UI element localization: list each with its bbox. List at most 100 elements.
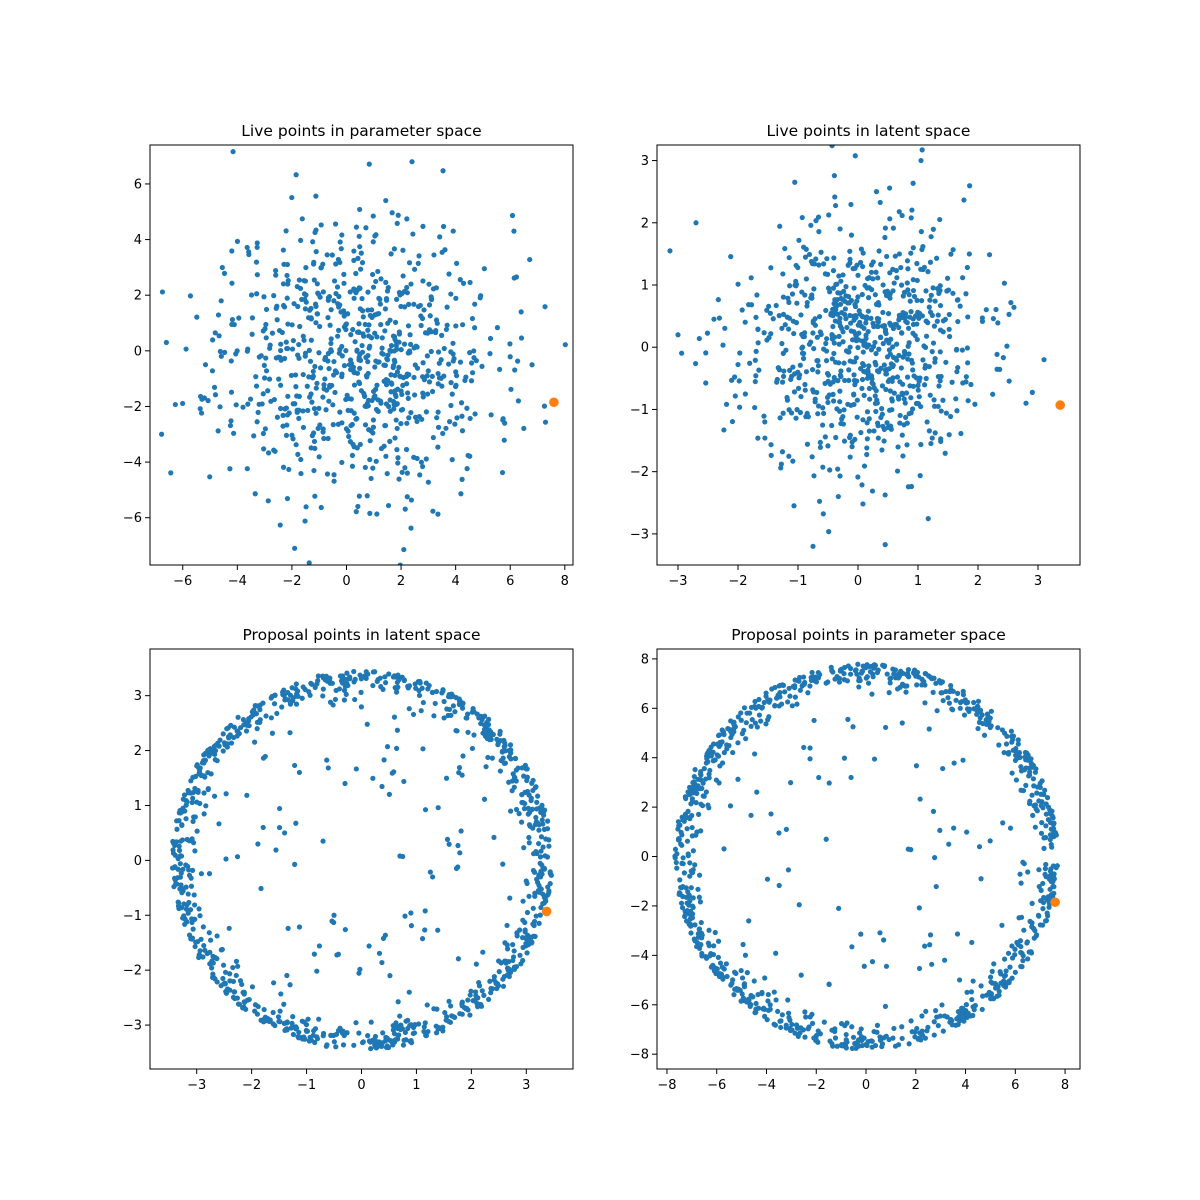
data-point — [933, 1008, 939, 1014]
data-point — [906, 340, 912, 346]
data-point — [209, 368, 216, 374]
data-point — [204, 950, 210, 957]
data-point — [277, 1008, 283, 1014]
data-point — [892, 667, 899, 673]
data-point — [536, 882, 542, 889]
data-point — [294, 393, 300, 399]
x-tick-label: 2 — [974, 574, 982, 589]
data-point — [504, 946, 511, 952]
data-point — [916, 394, 922, 400]
data-point — [783, 1022, 789, 1028]
data-point — [910, 330, 916, 336]
data-point — [446, 841, 452, 847]
data-point — [874, 400, 880, 406]
data-point — [881, 438, 887, 444]
data-point — [332, 389, 338, 396]
highlight-point — [549, 397, 559, 408]
data-point — [404, 216, 410, 222]
data-point — [840, 421, 847, 427]
data-point — [795, 264, 801, 271]
data-point — [541, 900, 547, 906]
data-point — [852, 265, 858, 271]
data-point — [537, 912, 543, 918]
data-point — [901, 396, 907, 402]
data-point — [265, 498, 271, 504]
data-point — [379, 335, 385, 341]
data-point — [923, 375, 929, 382]
data-point — [352, 339, 358, 345]
data-point — [372, 330, 378, 336]
data-point — [451, 355, 457, 362]
data-point — [255, 409, 261, 416]
data-point — [358, 689, 364, 695]
data-point — [767, 310, 774, 316]
data-point — [910, 180, 916, 186]
data-point — [523, 934, 530, 941]
data-point — [995, 725, 1001, 731]
data-point — [542, 304, 548, 310]
data-point — [473, 961, 479, 967]
data-point — [832, 202, 839, 209]
data-point — [225, 725, 231, 731]
data-point — [803, 276, 809, 282]
y-tick-label: −6 — [123, 511, 142, 526]
data-point — [273, 272, 279, 278]
data-point — [416, 253, 422, 259]
data-point — [885, 311, 892, 317]
data-point — [353, 416, 359, 422]
data-point — [334, 284, 341, 290]
data-point — [746, 997, 752, 1003]
data-point — [342, 926, 348, 933]
data-point — [449, 457, 455, 463]
data-point — [830, 323, 836, 330]
data-point — [869, 1044, 875, 1050]
data-point — [1042, 866, 1048, 872]
data-point — [324, 757, 330, 763]
data-point — [400, 247, 406, 253]
data-point — [510, 957, 516, 964]
data-point — [957, 303, 963, 309]
data-point — [511, 948, 517, 954]
data-point — [825, 679, 831, 685]
data-point — [280, 691, 286, 698]
data-point — [766, 335, 772, 341]
data-point — [339, 353, 345, 359]
data-point — [728, 254, 734, 260]
data-point — [315, 678, 321, 684]
data-point — [261, 446, 267, 452]
data-point — [290, 1031, 296, 1038]
data-point — [312, 493, 318, 499]
data-point — [766, 303, 772, 309]
data-point — [228, 740, 235, 746]
data-point — [708, 753, 714, 759]
data-point — [335, 421, 341, 427]
data-point — [436, 360, 442, 366]
data-point — [836, 273, 842, 279]
data-point — [925, 516, 931, 522]
data-point — [829, 145, 835, 149]
data-point — [393, 686, 400, 692]
data-point — [776, 703, 782, 709]
data-point — [975, 698, 982, 704]
data-point — [791, 389, 798, 395]
data-point — [254, 240, 260, 246]
data-point — [439, 249, 445, 255]
data-point — [1018, 787, 1024, 793]
data-point — [333, 1031, 340, 1037]
data-point — [217, 404, 223, 410]
data-point — [374, 382, 380, 388]
data-point — [860, 360, 866, 367]
data-point — [562, 342, 568, 348]
data-point — [970, 978, 976, 984]
data-point — [899, 1035, 905, 1042]
data-point — [939, 1002, 945, 1008]
data-point — [263, 321, 269, 328]
data-point — [1018, 880, 1024, 886]
data-point — [260, 700, 266, 706]
data-point — [826, 212, 832, 218]
data-point — [443, 425, 449, 431]
data-point — [801, 744, 807, 751]
data-point — [197, 913, 203, 919]
data-point — [949, 706, 955, 712]
data-point — [863, 335, 869, 342]
